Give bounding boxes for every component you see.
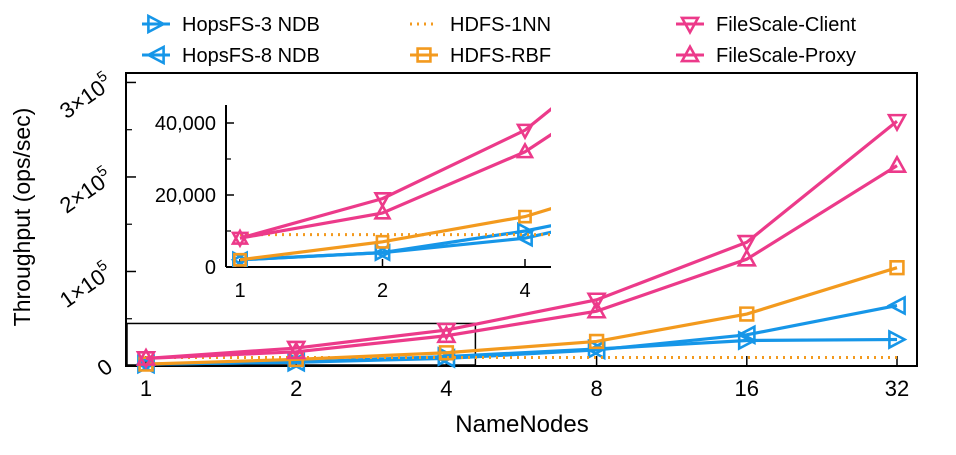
data-point-filescale-client (436, 322, 457, 342)
plot-frame (125, 72, 918, 367)
data-point-hopsfs-3-ndb (737, 330, 758, 351)
inset-x-tick-label: 1 (234, 280, 245, 302)
series-line-hopsfs-8-ndb (239, 230, 551, 262)
legend-item-hopsfs-8-ndb: HopsFS-8 NDB (142, 44, 320, 67)
data-point-hopsfs-8-ndb (736, 324, 756, 345)
data-point-filescale-proxy (515, 141, 535, 159)
data-point-hdfs-rbf (889, 260, 905, 276)
legend-label-filescale-client: FileScale-Client (716, 14, 856, 36)
legend-item-filescale-client: FileScale-Client (676, 14, 856, 36)
data-point-filescale-client (736, 234, 758, 254)
x-tick-label: 32 (885, 376, 909, 401)
data-point-filescale-client (373, 191, 392, 209)
legend-item-hdfs-1nn: HDFS-1NN (410, 14, 551, 36)
legend-marker-hopsfs-3-ndb (147, 13, 167, 35)
x-axis-label: NameNodes (455, 411, 588, 438)
data-point-filescale-proxy (373, 203, 392, 220)
legend-label-hdfs-rbf: HDFS-RBF (450, 45, 551, 67)
data-point-hdfs-rbf (438, 345, 455, 361)
x-tick-label: 2 (290, 376, 302, 401)
inset-x-tick-label: 4 (519, 280, 530, 302)
data-point-hopsfs-3-ndb (661, 195, 674, 209)
series-line-hopsfs-8-ndb (145, 303, 898, 366)
data-point-filescale-proxy (586, 300, 607, 319)
legend-marker-hdfs-rbf (416, 47, 432, 63)
inset-y-tick-label: 20,000 (155, 185, 216, 207)
data-point-hopsfs-8-ndb (661, 199, 674, 213)
data-point-hdfs-rbf (233, 252, 247, 267)
legend-label-filescale-proxy: FileScale-Proxy (716, 45, 856, 67)
x-tick-label: 4 (440, 376, 452, 401)
data-point-filescale-proxy (661, 51, 675, 64)
x-tick-label: 16 (735, 376, 759, 401)
legend-marker-filescale-client (679, 16, 701, 36)
data-point-filescale-client (586, 292, 607, 311)
data-point-hdfs-rbf (518, 209, 532, 224)
inset-y-tick-label: 40,000 (155, 113, 216, 135)
legend-item-hdfs-rbf: HDFS-RBF (410, 45, 551, 67)
series-line-filescale-proxy (145, 164, 898, 361)
series-line-hdfs-rbf (145, 266, 898, 366)
y-tick-label: 1×105 (53, 257, 116, 313)
data-point-hopsfs-3-ndb (888, 329, 908, 350)
series-line-filescale-client (239, 107, 551, 240)
legend-marker-hopsfs-8-ndb (145, 44, 165, 66)
data-point-filescale-proxy (230, 228, 250, 245)
x-tick-label: 1 (140, 376, 152, 401)
y-tick-label: 2×105 (53, 162, 116, 218)
data-point-filescale-proxy (436, 324, 457, 344)
legend-item-filescale-proxy: FileScale-Proxy (676, 43, 856, 67)
y-tick-label: 0 (92, 354, 116, 382)
data-point-filescale-proxy (135, 347, 157, 366)
data-point-filescale-client (661, 10, 675, 23)
y-axis-label: Throughput (ops/sec) (9, 108, 35, 327)
data-point-filescale-client (515, 123, 535, 141)
data-point-filescale-proxy (285, 340, 307, 360)
legend-label-hdfs-1nn: HDFS-1NN (450, 14, 551, 36)
data-point-hdfs-rbf (375, 234, 390, 249)
data-point-hopsfs-8-ndb (886, 295, 906, 316)
data-point-hopsfs-8-ndb (515, 229, 533, 248)
x-tick-label: 8 (590, 376, 602, 401)
inset-x-tick-label: 2 (377, 280, 388, 302)
legend-label-hopsfs-3-ndb: HopsFS-3 NDB (182, 14, 320, 36)
data-point-filescale-proxy (736, 248, 758, 267)
legend-label-hopsfs-8-ndb: HopsFS-8 NDB (182, 45, 320, 67)
data-point-hdfs-rbf (588, 333, 605, 350)
data-point-hopsfs-8-ndb (373, 243, 391, 262)
data-point-filescale-client (886, 113, 908, 133)
inset-y-tick-label: 0 (205, 257, 216, 279)
legend-item-hopsfs-3-ndb: HopsFS-3 NDB (142, 13, 320, 36)
series-line-filescale-client (145, 119, 899, 361)
y-tick-label: 3×105 (53, 68, 116, 124)
legend: HopsFS-3 NDB HopsFS-8 NDB HDFS-1NN HDFS-RBF… (142, 13, 856, 67)
data-point-hdfs-rbf (739, 306, 755, 322)
data-point-hdfs-rbf (662, 168, 673, 179)
data-point-hopsfs-8-ndb (586, 339, 606, 361)
series-line-filescale-proxy (239, 132, 551, 240)
data-point-filescale-proxy (886, 154, 908, 174)
series-line-hdfs-rbf (239, 207, 551, 262)
inset-plot: 0 20,000 40,000 1 2 4 (155, 10, 675, 302)
legend-marker-filescale-proxy (679, 43, 701, 63)
